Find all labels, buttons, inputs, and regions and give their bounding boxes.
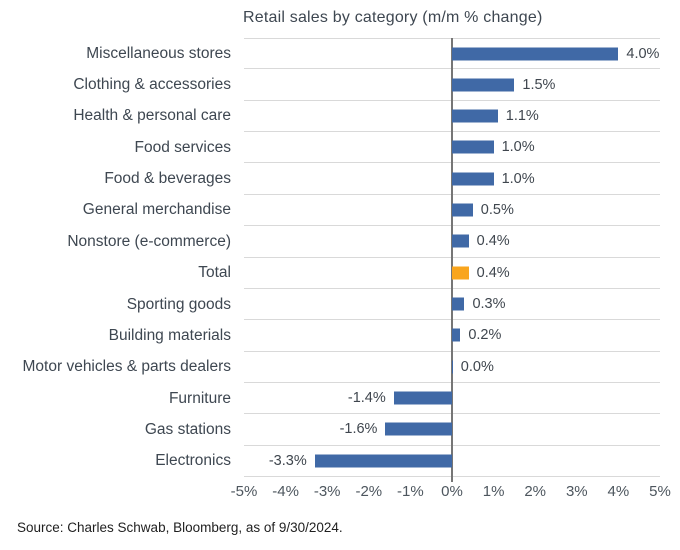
value-label: 0.3% (472, 296, 506, 313)
bar (452, 234, 469, 248)
category-label: Miscellaneous stores (86, 44, 231, 62)
bar (452, 172, 494, 186)
value-label: 1.5% (522, 76, 556, 93)
x-tick-label: -5% (230, 483, 258, 500)
chart-rows: Miscellaneous stores 4.0% Clothing & acces… (0, 38, 680, 478)
bar (452, 297, 465, 311)
chart-row: Clothing & accessories 1.5% (0, 69, 680, 101)
chart-row: Food & beverages 1.0% (0, 163, 680, 195)
x-tick-label: 2% (524, 483, 547, 500)
source-note: Source: Charles Schwab, Bloomberg, as of… (17, 520, 343, 535)
value-label: 1.0% (501, 139, 535, 156)
bar (452, 360, 453, 374)
bar (393, 391, 452, 405)
bar (452, 328, 461, 342)
chart-row: Building materials 0.2% (0, 320, 680, 352)
value-label: 0.4% (476, 264, 510, 281)
x-tick-label: 5% (649, 483, 671, 500)
chart-row: Food services 1.0% (0, 132, 680, 164)
category-label: Sporting goods (126, 295, 231, 313)
bar (385, 422, 452, 436)
value-label: 0.0% (460, 358, 494, 375)
value-label: 0.4% (476, 233, 510, 250)
chart-row: Total 0.4% (0, 258, 680, 289)
value-label: -1.6% (339, 421, 378, 438)
x-tick-label: 0% (441, 483, 463, 500)
x-tick-label: 3% (565, 483, 588, 500)
chart-row: Sporting goods 0.3% (0, 289, 680, 321)
x-tick-label: -3% (313, 483, 341, 500)
x-tick-label: -2% (355, 483, 383, 500)
chart-row: Electronics -3.3% (0, 446, 680, 478)
x-tick-label: -1% (397, 483, 424, 500)
chart-row: Health & personal care 1.1% (0, 101, 680, 133)
value-label: 0.5% (480, 201, 514, 218)
chart-row: Miscellaneous stores 4.0% (0, 38, 680, 70)
zero-axis-line (451, 38, 453, 482)
bar (452, 78, 515, 92)
bar (452, 140, 494, 154)
category-label: Health & personal care (73, 107, 231, 125)
chart-title: Retail sales by category (m/m % change) (243, 9, 543, 26)
value-label: -3.3% (268, 452, 307, 469)
highlight-bar (452, 266, 469, 280)
chart-row: Gas stations -1.6% (0, 414, 680, 446)
chart-row: Nonstore (e-commerce) 0.4% (0, 226, 680, 258)
bar (452, 203, 473, 217)
value-label: 1.1% (505, 107, 539, 124)
category-label: Building materials (108, 326, 231, 344)
category-label: General merchandise (82, 201, 231, 219)
x-tick-label: -4% (272, 483, 299, 500)
category-label: Clothing & accessories (73, 76, 231, 94)
category-label: Electronics (155, 452, 231, 470)
bar (452, 109, 498, 123)
category-label: Food services (134, 138, 231, 156)
value-label: 1.0% (501, 170, 535, 187)
category-label: Food & beverages (104, 170, 231, 188)
x-tick-label: 4% (607, 483, 630, 500)
category-label: Total (198, 264, 231, 282)
x-tick-label: 1% (482, 483, 505, 500)
category-label: Gas stations (144, 420, 231, 438)
value-label: 4.0% (626, 45, 660, 62)
category-label: Motor vehicles & parts dealers (22, 358, 231, 376)
chart-row: General merchandise 0.5% (0, 195, 680, 227)
category-label: Nonstore (e-commerce) (67, 232, 231, 250)
x-axis: -5% -4% -3% -2% -1% 0% 1% 2% 3% 4% 5% (0, 483, 680, 503)
bar (452, 47, 619, 61)
value-label: 0.2% (468, 327, 502, 344)
value-label: -1.4% (347, 390, 386, 407)
chart-row: Furniture -1.4% (0, 383, 680, 415)
bar (314, 454, 452, 468)
category-label: Furniture (168, 389, 231, 407)
chart-row: Motor vehicles & parts dealers 0.0% (0, 352, 680, 383)
